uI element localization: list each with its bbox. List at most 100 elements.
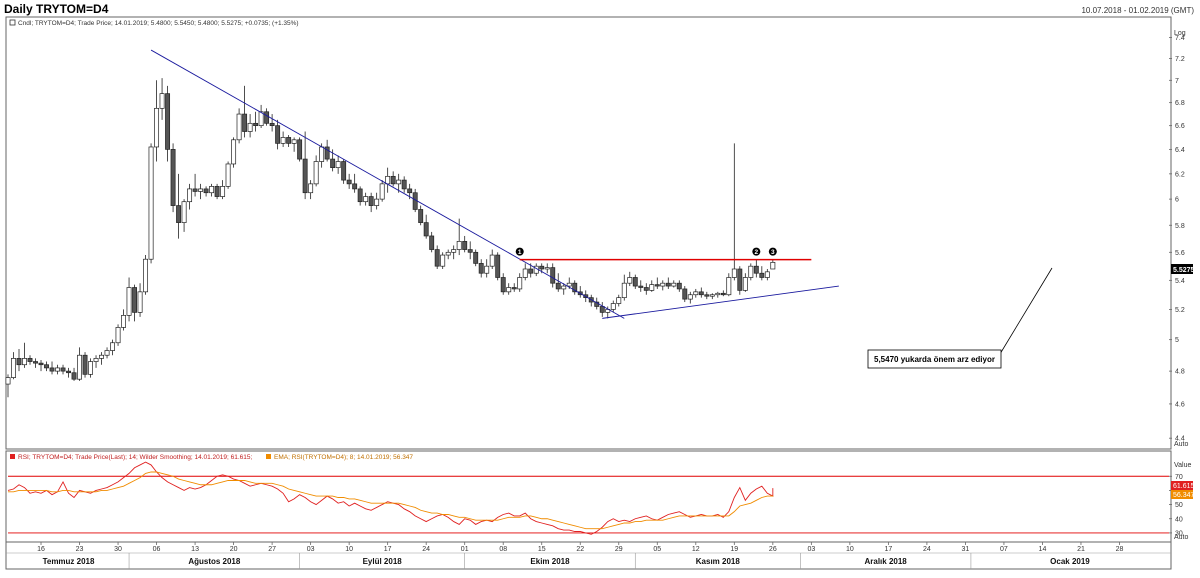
candle-up — [764, 271, 770, 278]
price-legend: Cndl; TRYTOM=D4; Trade Price; 14.01.2019… — [18, 20, 299, 27]
date-range: 10.07.2018 - 01.02.2019 (GMT) — [1081, 6, 1194, 15]
candle-down — [324, 146, 330, 160]
candle-up — [121, 315, 126, 328]
price-tick-label: 4.8 — [1175, 369, 1185, 376]
ema-legend-swatch — [266, 454, 271, 459]
rsi-panel-frame — [5, 450, 1172, 543]
candle-down — [352, 183, 358, 190]
candle-up — [99, 354, 104, 359]
rsi-auto-label[interactable]: Auto — [1174, 534, 1189, 541]
candle-down — [165, 93, 171, 150]
rsi-tick-label: 70 — [1175, 474, 1183, 481]
candle-down — [511, 287, 517, 290]
price-y-axis: 4.4 4.6 4.8 5 5.2 5.4 5.6 5.8 6 6.2 6.4 6.6 6.8 7 7.2 7… — [1169, 35, 1185, 443]
candle-up — [88, 361, 93, 375]
marker-circle — [768, 247, 777, 256]
candle-up — [5, 377, 11, 385]
candle-down — [242, 113, 248, 132]
candle-down — [429, 235, 435, 250]
candle-down — [643, 287, 649, 291]
candle-down — [467, 249, 473, 253]
day-tick-label: 01 — [461, 546, 469, 553]
marker-circle — [515, 247, 524, 256]
day-tick-label: 17 — [384, 546, 392, 553]
candle-down — [682, 288, 688, 300]
day-tick-label: 05 — [653, 546, 661, 553]
candle-down — [330, 158, 336, 169]
price-auto-label[interactable]: Auto — [1174, 441, 1189, 448]
candle-up — [110, 342, 115, 351]
candle-down — [462, 241, 468, 250]
last-price-badge — [1171, 264, 1193, 274]
price-tick-label: 5.4 — [1175, 278, 1185, 285]
candle-up — [627, 277, 633, 284]
candle-up — [709, 294, 715, 297]
candle-up — [517, 277, 523, 290]
rsi-tick-label: 50 — [1175, 502, 1183, 509]
candle-down — [632, 277, 638, 287]
last-price-label: 5.5275 — [1173, 267, 1195, 274]
candle-down — [676, 282, 682, 290]
candle-up — [621, 282, 627, 299]
scale-mode-label[interactable]: Log — [1174, 30, 1186, 37]
candle-up — [484, 265, 490, 274]
day-tick-label: 15 — [538, 546, 546, 553]
candle-down — [423, 222, 429, 237]
price-tick-label: 4.6 — [1175, 401, 1185, 408]
candle-up — [225, 163, 231, 187]
overlays: 1 2 3 — [150, 49, 839, 319]
candle-up — [181, 201, 187, 223]
rsi-legend: RSI; TRYTOM=D4; Trade Price(Last); 14; W… — [18, 454, 252, 461]
candle-down — [38, 362, 44, 366]
candle-down — [407, 188, 413, 194]
price-tick-label: 7 — [1175, 78, 1179, 85]
candle-up — [104, 350, 110, 356]
rsi-lines — [7, 461, 774, 535]
x-axis-frame — [5, 541, 1172, 570]
ema-line — [8, 471, 774, 530]
candle-down — [550, 267, 556, 284]
price-panel-frame — [5, 16, 1172, 450]
day-tick-label: 06 — [153, 546, 161, 553]
candle-down — [500, 277, 506, 293]
candle-up — [198, 188, 204, 192]
candle-up — [616, 297, 622, 304]
candle-up — [456, 241, 462, 250]
candle-up — [731, 268, 737, 278]
day-tick-label: 31 — [962, 546, 970, 553]
candle-up — [231, 139, 237, 165]
month-label: Eylül 2018 — [363, 557, 403, 566]
candle-down — [253, 122, 259, 127]
candle-up — [742, 277, 748, 291]
day-tick-label: 19 — [730, 546, 738, 553]
price-tick-label: 5.8 — [1175, 223, 1185, 230]
candle-down — [60, 367, 66, 372]
candle-down — [473, 251, 479, 264]
marker-label: 2 — [755, 249, 759, 256]
candle-down — [698, 291, 704, 296]
day-tick-label: 10 — [846, 546, 854, 553]
candle-up — [209, 186, 215, 194]
price-tick-label: 7.4 — [1175, 35, 1185, 42]
day-tick-label: 24 — [923, 546, 931, 553]
candle-up — [363, 196, 369, 203]
candle-up — [22, 358, 27, 366]
day-tick-label: 03 — [807, 546, 815, 553]
price-tick-label: 6.6 — [1175, 123, 1185, 130]
day-tick-label: 28 — [1116, 546, 1124, 553]
candle-down — [49, 367, 55, 372]
candle-down — [302, 158, 308, 194]
candle-down — [753, 265, 759, 274]
candle-up — [671, 282, 677, 287]
candle-down — [572, 282, 578, 293]
candle-up — [143, 258, 149, 293]
day-tick-label: 14 — [1039, 546, 1047, 553]
rsi-value-label: Value — [1174, 462, 1191, 469]
downtrend-line — [150, 49, 625, 319]
ema-last-label: 56.347 — [1173, 492, 1195, 499]
day-tick-label: 21 — [1077, 546, 1085, 553]
day-tick-label: 13 — [191, 546, 199, 553]
candle-down — [82, 354, 88, 375]
candle-up — [451, 249, 457, 253]
